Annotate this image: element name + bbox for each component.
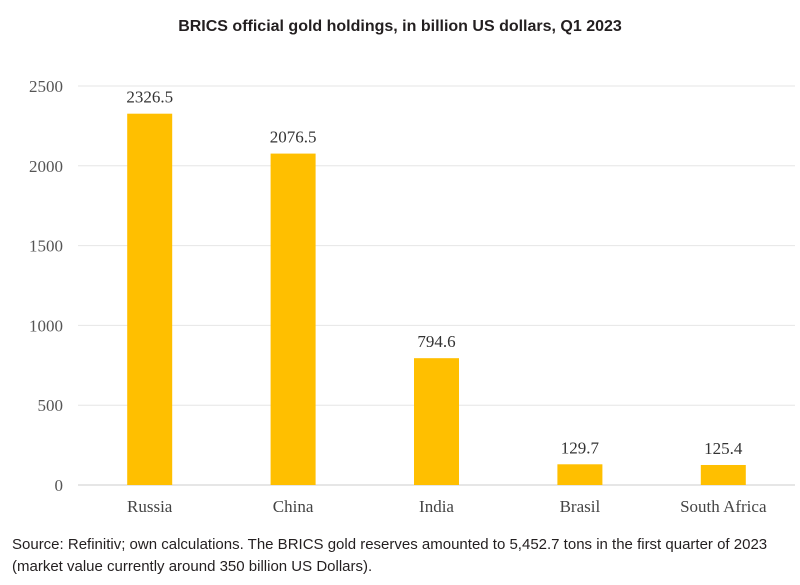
- bar-south-africa: [700, 464, 746, 485]
- data-label: 125.4: [704, 439, 743, 458]
- y-tick-label: 2500: [29, 77, 63, 96]
- x-category-label: Russia: [127, 497, 173, 516]
- data-label: 129.7: [561, 438, 600, 457]
- x-axis-categories: Russia China India Brasil South Africa: [127, 497, 767, 516]
- bar-india: [414, 358, 459, 485]
- y-tick-label: 0: [55, 476, 64, 495]
- y-tick-label: 1500: [29, 237, 63, 256]
- x-category-label: Brasil: [560, 497, 601, 516]
- bar-china: [270, 153, 316, 485]
- data-label: 2076.5: [270, 128, 317, 147]
- x-category-label: South Africa: [680, 497, 767, 516]
- y-tick-label: 1000: [29, 316, 63, 335]
- x-category-label: India: [419, 497, 454, 516]
- data-label: 2326.5: [126, 88, 173, 107]
- x-category-label: China: [273, 497, 314, 516]
- bar-chart: 0 500 1000 1500 2000 2500 2326.5 2076.5 794.6 12…: [29, 77, 795, 516]
- data-labels: 2326.5 2076.5 794.6 129.7 125.4: [126, 88, 743, 458]
- y-tick-label: 2000: [29, 157, 63, 176]
- bars: [127, 113, 746, 485]
- bar-brasil: [557, 464, 603, 485]
- chart-title: BRICS official gold holdings, in billion…: [178, 18, 622, 35]
- source-note: Source: Refinitiv; own calculations. The…: [12, 536, 768, 575]
- data-label: 794.6: [417, 332, 455, 351]
- bar-russia: [127, 113, 173, 485]
- y-axis-ticks: 0 500 1000 1500 2000 2500: [29, 77, 63, 495]
- y-tick-label: 500: [38, 396, 64, 415]
